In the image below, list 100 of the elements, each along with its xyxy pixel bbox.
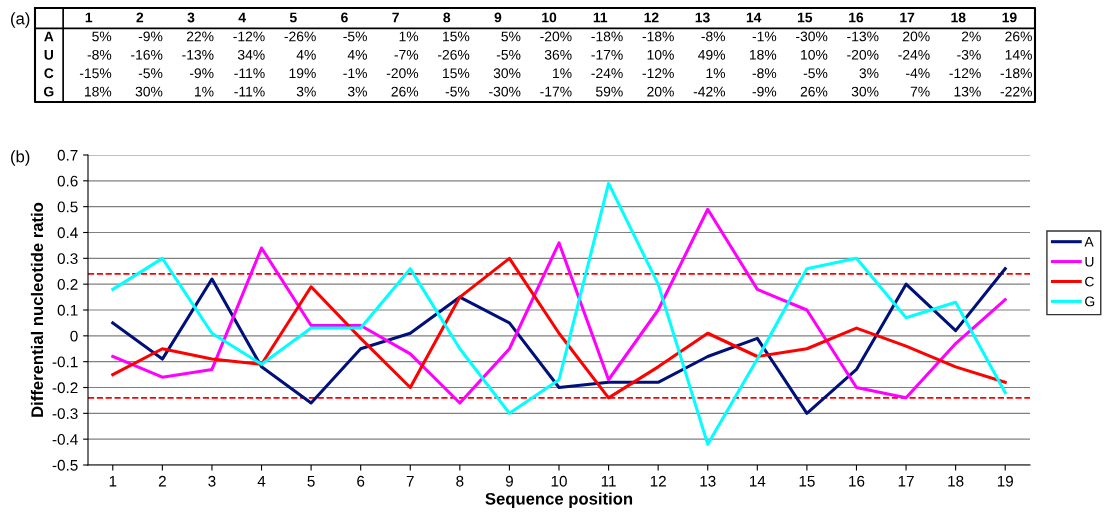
y-tick-label: -0.4 — [52, 434, 78, 445]
x-tick-label: 9 — [505, 475, 513, 487]
data-label: -5% — [803, 68, 828, 79]
y-axis-title: Differential nucleotide ratio — [30, 202, 44, 417]
data-label: 13% — [954, 86, 981, 97]
data-label: -1% — [752, 31, 777, 42]
x-tick-label: 11 — [601, 475, 616, 487]
data-label: -20% — [847, 49, 879, 60]
data-label: 4% — [296, 49, 316, 60]
data-label: -22% — [1000, 86, 1032, 97]
data-label: -17% — [540, 86, 572, 97]
data-label: 1% — [399, 31, 419, 42]
data-label: -24% — [898, 49, 930, 60]
category-label: 3 — [187, 12, 195, 23]
data-label: -8% — [752, 68, 777, 79]
x-tick-label: 7 — [406, 475, 414, 487]
y-tick-label: 0.2 — [57, 279, 78, 290]
x-tick-label: 19 — [997, 475, 1013, 487]
category-label: 19 — [1002, 12, 1017, 23]
x-tick-label: 17 — [898, 475, 914, 487]
data-label: 3% — [296, 86, 316, 97]
category-label: 4 — [238, 12, 246, 23]
text: U — [44, 50, 53, 60]
category-label: 15 — [797, 12, 813, 23]
data-label: -4% — [906, 68, 930, 79]
data-label: -20% — [386, 68, 419, 79]
text: G — [43, 86, 54, 97]
data-label: -20% — [540, 31, 572, 42]
data-label: -8% — [701, 31, 726, 42]
data-label: 15% — [443, 68, 470, 79]
x-axis-title: Sequence position — [485, 492, 633, 508]
legend-label: A — [1084, 237, 1094, 247]
data-label: -17% — [591, 49, 623, 60]
category-label: 13 — [695, 12, 710, 23]
data-label: 15% — [443, 31, 470, 42]
data-label: 20% — [903, 31, 930, 42]
data-label: 2% — [961, 31, 981, 42]
data-label: -7% — [394, 49, 419, 60]
data-label: 49% — [698, 49, 726, 60]
x-tick-label: 14 — [749, 475, 766, 487]
data-label: -42% — [693, 86, 726, 97]
y-tick-label: -0.1 — [52, 356, 78, 368]
data-label: 18% — [749, 49, 777, 60]
x-tick-label: 1 — [109, 475, 117, 487]
category-label: 12 — [644, 12, 659, 23]
text: (a) — [11, 12, 30, 28]
data-label: 18% — [84, 86, 112, 97]
data-label: -9% — [189, 68, 214, 79]
data-label: 5% — [501, 31, 521, 42]
text: C — [44, 68, 54, 79]
data-label: -24% — [591, 68, 623, 79]
x-tick-label: 16 — [849, 475, 865, 487]
data-label: -26% — [437, 49, 470, 60]
x-tick-label: 2 — [158, 475, 166, 487]
data-label: -26% — [284, 31, 316, 42]
data-label: 26% — [800, 86, 828, 97]
data-label: -12% — [642, 68, 674, 79]
data-label: -13% — [182, 49, 214, 60]
x-tick-label: 8 — [456, 475, 464, 487]
data-label: 59% — [595, 86, 623, 97]
data-label: -9% — [752, 86, 777, 97]
data-label: 1% — [195, 86, 214, 97]
data-label: -15% — [79, 68, 112, 79]
x-tick-label: 18 — [948, 475, 964, 487]
data-label: 7% — [910, 86, 930, 97]
y-tick-label: 0.5 — [57, 201, 78, 213]
data-label: -13% — [847, 31, 879, 42]
y-tick-label: 0.1 — [57, 304, 78, 316]
data-label: -18% — [642, 31, 674, 42]
data-label: 20% — [647, 86, 674, 97]
y-tick-label: -0.2 — [52, 382, 78, 394]
line-series — [111, 267, 1007, 415]
data-label: -12% — [233, 31, 265, 42]
legend-label: C — [1085, 276, 1094, 287]
data-label: -11% — [234, 68, 265, 79]
data-label: 3% — [859, 68, 879, 79]
x-tick-label: 6 — [357, 475, 365, 487]
data-label: -9% — [138, 31, 163, 42]
category-label: 10 — [542, 12, 557, 23]
data-label: -30% — [489, 86, 521, 97]
data-label: -12% — [949, 68, 981, 79]
data-label: 1% — [706, 68, 726, 79]
legend-label: G — [1085, 296, 1095, 307]
y-tick-label: -0.3 — [52, 408, 78, 420]
category-label: 7 — [392, 12, 399, 23]
data-label: -3% — [957, 49, 981, 60]
y-tick-label: 0.4 — [57, 227, 78, 239]
data-label: -18% — [591, 31, 623, 42]
x-tick-label: 13 — [700, 475, 716, 487]
y-tick-label: -0.5 — [52, 459, 78, 471]
text: (b) — [11, 150, 30, 166]
data-label: 34% — [237, 49, 265, 60]
category-label: 18 — [951, 12, 966, 23]
data-label: 10% — [647, 49, 674, 60]
text: A — [44, 31, 54, 42]
data-label: -5% — [138, 68, 163, 79]
data-label: -1% — [343, 68, 367, 79]
x-tick-label: 15 — [799, 475, 815, 487]
data-label: 1% — [553, 68, 572, 79]
category-label: 6 — [341, 12, 348, 23]
